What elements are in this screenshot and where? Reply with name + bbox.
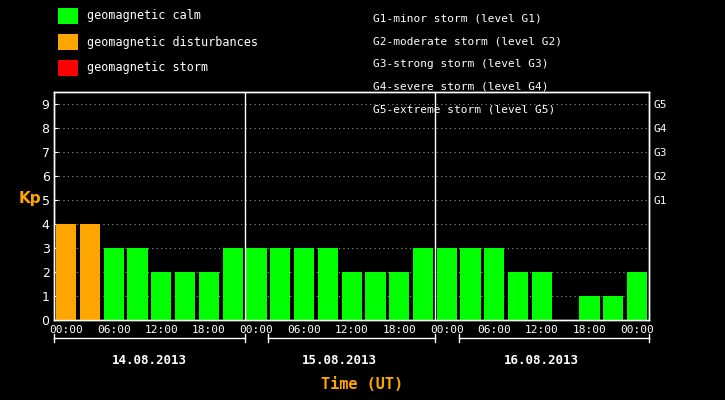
Text: geomagnetic disturbances: geomagnetic disturbances — [87, 36, 258, 48]
Text: G1-minor storm (level G1): G1-minor storm (level G1) — [373, 13, 542, 23]
Bar — [341, 272, 362, 320]
Y-axis label: Kp: Kp — [19, 191, 42, 206]
Bar — [175, 272, 195, 320]
Bar — [484, 248, 505, 320]
Bar — [104, 248, 124, 320]
Bar — [531, 272, 552, 320]
Bar — [247, 248, 267, 320]
Text: geomagnetic calm: geomagnetic calm — [87, 10, 201, 22]
Bar — [627, 272, 647, 320]
Text: geomagnetic storm: geomagnetic storm — [87, 62, 208, 74]
Bar — [460, 248, 481, 320]
Bar — [579, 296, 600, 320]
Bar — [199, 272, 219, 320]
Text: Time (UT): Time (UT) — [321, 377, 404, 392]
Bar — [152, 272, 172, 320]
Bar — [436, 248, 457, 320]
Bar — [270, 248, 291, 320]
Bar — [80, 224, 100, 320]
Text: G4-severe storm (level G4): G4-severe storm (level G4) — [373, 82, 549, 92]
Bar — [389, 272, 410, 320]
Bar — [603, 296, 624, 320]
Bar — [413, 248, 433, 320]
Bar — [294, 248, 314, 320]
Bar — [508, 272, 529, 320]
Text: 14.08.2013: 14.08.2013 — [112, 354, 187, 366]
Bar — [318, 248, 338, 320]
Bar — [56, 224, 76, 320]
Text: G5-extreme storm (level G5): G5-extreme storm (level G5) — [373, 105, 555, 115]
Text: G2-moderate storm (level G2): G2-moderate storm (level G2) — [373, 36, 563, 46]
Bar — [223, 248, 243, 320]
Text: 15.08.2013: 15.08.2013 — [302, 354, 377, 366]
Text: G3-strong storm (level G3): G3-strong storm (level G3) — [373, 59, 549, 69]
Bar — [365, 272, 386, 320]
Bar — [128, 248, 148, 320]
Text: 16.08.2013: 16.08.2013 — [505, 354, 579, 366]
